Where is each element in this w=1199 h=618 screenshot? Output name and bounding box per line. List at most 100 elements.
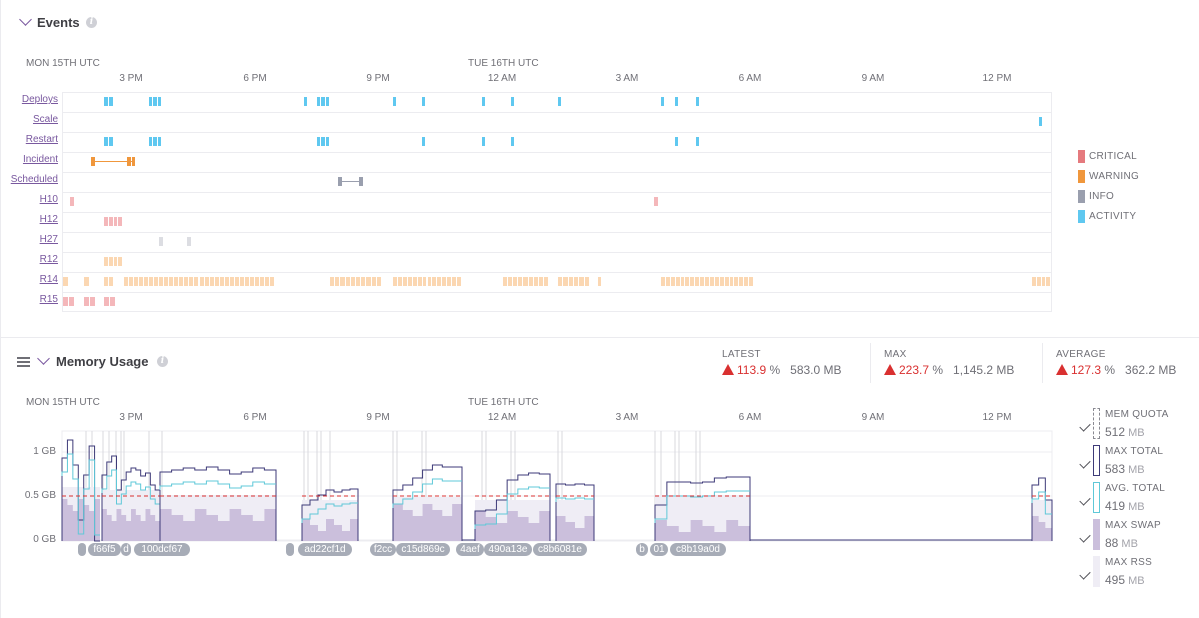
event-mark[interactable] (139, 277, 144, 286)
event-mark[interactable] (675, 277, 680, 286)
event-mark[interactable] (153, 97, 157, 106)
event-mark[interactable] (568, 277, 573, 286)
event-mark[interactable] (675, 137, 678, 146)
event-mark[interactable] (447, 277, 452, 286)
release-badge[interactable]: f2cc (370, 543, 396, 556)
event-mark[interactable] (124, 277, 129, 286)
event-mark[interactable] (427, 277, 432, 286)
event-mark[interactable] (397, 277, 402, 286)
event-mark[interactable] (189, 277, 194, 286)
event-mark[interactable] (330, 277, 335, 286)
event-mark[interactable] (350, 277, 355, 286)
event-mark[interactable] (696, 97, 699, 106)
event-mark[interactable] (84, 277, 89, 286)
event-mark[interactable] (356, 277, 361, 286)
event-mark[interactable] (1046, 277, 1050, 286)
event-mark[interactable] (696, 137, 699, 146)
event-mark[interactable] (340, 277, 345, 286)
legend-toggle-check-icon[interactable] (1079, 531, 1091, 543)
event-mark[interactable] (749, 277, 753, 286)
event-mark[interactable] (690, 277, 695, 286)
event-mark[interactable] (393, 97, 396, 106)
event-mark[interactable] (665, 277, 670, 286)
event-mark[interactable] (129, 277, 134, 286)
event-mark[interactable] (685, 277, 690, 286)
event-row-label-h10[interactable]: H10 (39, 194, 58, 205)
event-mark[interactable] (705, 277, 709, 286)
event-mark[interactable] (249, 277, 254, 286)
event-mark[interactable] (109, 277, 113, 286)
event-mark[interactable] (558, 97, 561, 106)
event-mark[interactable] (402, 277, 407, 286)
event-mark[interactable] (108, 257, 113, 266)
event-mark[interactable] (714, 277, 719, 286)
event-mark[interactable] (422, 137, 425, 146)
event-mark[interactable] (508, 277, 513, 286)
event-mark[interactable] (113, 257, 118, 266)
event-mark[interactable] (321, 97, 325, 106)
event-mark[interactable] (335, 277, 340, 286)
release-badge[interactable]: 4aef (456, 543, 484, 556)
event-mark[interactable] (482, 137, 485, 146)
event-span[interactable] (93, 161, 132, 162)
event-mark[interactable] (345, 277, 350, 286)
event-mark[interactable] (511, 137, 514, 146)
event-mark[interactable] (164, 277, 169, 286)
event-mark[interactable] (264, 277, 269, 286)
event-mark[interactable] (149, 277, 154, 286)
event-mark[interactable] (149, 137, 153, 146)
event-mark[interactable] (734, 277, 739, 286)
event-mark[interactable] (174, 277, 179, 286)
event-mark[interactable] (744, 277, 749, 286)
event-mark[interactable] (393, 277, 397, 286)
event-mark[interactable] (159, 237, 163, 246)
event-row-label-h27[interactable]: H27 (39, 234, 58, 245)
event-mark[interactable] (407, 277, 412, 286)
event-row-label-scheduled[interactable]: Scheduled (10, 174, 58, 185)
event-mark[interactable] (513, 277, 518, 286)
release-badge[interactable]: b (636, 543, 648, 556)
event-mark[interactable] (104, 137, 108, 146)
event-mark[interactable] (179, 277, 184, 286)
event-row-label-deploys[interactable]: Deploys (21, 94, 58, 105)
event-mark[interactable] (338, 177, 342, 186)
release-badge[interactable]: 01 (650, 543, 668, 556)
event-mark[interactable] (104, 277, 108, 286)
event-mark[interactable] (325, 97, 329, 106)
event-mark[interactable] (598, 277, 601, 286)
event-row-label-restart[interactable]: Restart (25, 134, 58, 145)
event-mark[interactable] (104, 297, 109, 306)
event-mark[interactable] (63, 277, 68, 286)
event-row-label-r15[interactable]: R15 (39, 294, 58, 305)
release-badge[interactable]: c8b6081e (533, 543, 587, 556)
memory-info-icon[interactable]: i (157, 356, 168, 367)
event-mark[interactable] (538, 277, 543, 286)
release-badge[interactable]: c15d869c (396, 543, 450, 556)
event-mark[interactable] (709, 277, 714, 286)
event-mark[interactable] (70, 197, 74, 206)
event-mark[interactable] (739, 277, 744, 286)
event-mark[interactable] (90, 297, 95, 306)
release-badge[interactable]: f66f5 (88, 543, 121, 556)
event-mark[interactable] (109, 137, 113, 146)
event-mark[interactable] (584, 277, 589, 286)
event-mark[interactable] (670, 277, 675, 286)
release-badge[interactable]: d (121, 543, 131, 556)
event-mark[interactable] (118, 217, 122, 226)
event-mark[interactable] (325, 137, 329, 146)
event-mark[interactable] (1032, 277, 1036, 286)
event-row-label-r14[interactable]: R14 (39, 274, 58, 285)
legend-toggle-check-icon[interactable] (1079, 568, 1091, 580)
memory-menu-icon[interactable] (17, 357, 30, 369)
release-badge[interactable]: ad22cf1d (298, 543, 352, 556)
memory-chart[interactable] (0, 425, 1060, 560)
event-row-label-r12[interactable]: R12 (39, 254, 58, 265)
event-mark[interactable] (104, 217, 108, 226)
event-mark[interactable] (366, 277, 371, 286)
event-mark[interactable] (149, 97, 153, 106)
event-mark[interactable] (209, 277, 214, 286)
event-mark[interactable] (304, 97, 307, 106)
event-mark[interactable] (1041, 277, 1046, 286)
legend-toggle-check-icon[interactable] (1079, 494, 1091, 506)
event-mark[interactable] (661, 97, 664, 106)
